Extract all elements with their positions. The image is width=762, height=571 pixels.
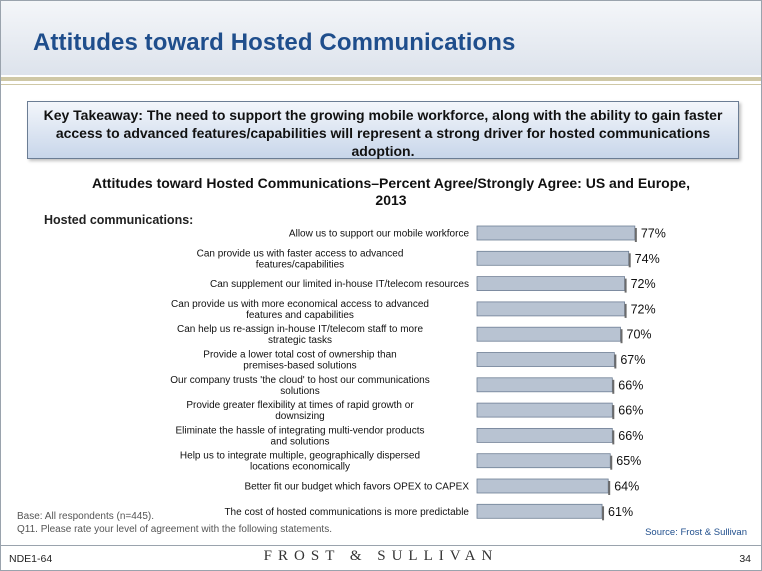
value-label: 74% [635, 252, 660, 266]
category-label: Allow us to support our mobile workforce [289, 229, 470, 240]
bar-shadow [612, 405, 615, 420]
bar-shadow [628, 253, 631, 268]
value-label: 61% [608, 505, 633, 519]
source-note: Source: Frost & Sullivan [645, 527, 747, 538]
bar-shadow [634, 228, 637, 242]
category-label: Better fit our budget which favors OPEX … [244, 482, 469, 493]
base-note: Base: All respondents (n=445). [17, 511, 155, 522]
footer-code: NDE1-64 [9, 553, 53, 565]
category-label: Can help us re-assign in-house IT/teleco… [177, 324, 423, 346]
bar [476, 453, 611, 469]
title-divider [1, 77, 761, 81]
bar [476, 276, 626, 292]
key-takeaway-text: Key Takeaway: The need to support the gr… [43, 107, 723, 159]
page-title: Attitudes toward Hosted Communications [33, 29, 516, 56]
value-label: 67% [620, 353, 645, 367]
bar [476, 326, 621, 342]
value-label: 65% [616, 454, 641, 468]
bar [476, 427, 613, 443]
category-label: The cost of hosted communications is mor… [224, 507, 469, 518]
bar-shadow [624, 303, 627, 318]
category-label: Can provide us with more economical acce… [171, 299, 429, 321]
bar-shadow [602, 506, 605, 521]
bar-shadow [612, 379, 615, 394]
value-label: 66% [618, 429, 643, 443]
value-label: 72% [631, 277, 656, 291]
question-note: Q11. Please rate your level of agreement… [17, 524, 332, 535]
chart-title: Attitudes toward Hosted Communications–P… [92, 175, 690, 208]
category-label: Help us to integrate multiple, geographi… [180, 451, 420, 473]
footer-divider [1, 545, 761, 546]
category-label: Can provide us with faster access to adv… [197, 248, 404, 270]
value-label: 70% [627, 328, 652, 342]
bar [476, 301, 626, 317]
value-label: 64% [614, 480, 639, 494]
bar-shadow [608, 481, 611, 495]
bar [476, 503, 603, 519]
bar-shadow [624, 278, 627, 293]
bar [476, 478, 609, 494]
category-label: Can supplement our limited in-house IT/t… [210, 279, 469, 290]
bar [476, 377, 613, 393]
value-label: 66% [618, 378, 643, 392]
bar-chart: 77% Allow us to support our mobile workfo… [170, 225, 666, 521]
key-takeaway-box: Key Takeaway: The need to support the gr… [27, 101, 739, 159]
category-label: Eliminate the hassle of integrating mult… [175, 425, 424, 447]
value-label: 66% [618, 404, 643, 418]
title-divider-thin [1, 84, 761, 85]
bar-shadow [612, 430, 615, 445]
title-band [1, 1, 761, 75]
value-label: 77% [641, 227, 666, 241]
page-number: 34 [739, 553, 751, 565]
category-label: Provide greater flexibility at times of … [186, 400, 414, 422]
category-label: Provide a lower total cost of ownership … [203, 350, 396, 372]
bar-shadow [620, 329, 623, 344]
bar [476, 225, 636, 241]
bar-shadow [610, 455, 613, 470]
section-label: Hosted communications: [44, 213, 194, 227]
bar [476, 250, 630, 266]
brand-logo: FROST & SULLIVAN [263, 548, 499, 564]
category-label: Our company trusts 'the cloud' to host o… [170, 375, 430, 397]
bar [476, 402, 613, 418]
bar [476, 352, 615, 367]
bar-shadow [614, 354, 617, 369]
value-label: 72% [631, 302, 656, 316]
